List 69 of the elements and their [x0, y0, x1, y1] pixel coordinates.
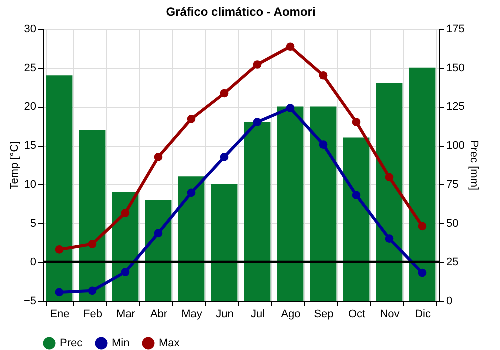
legend-label: Prec — [60, 338, 84, 350]
bar — [310, 106, 337, 301]
y2-tick-label: 75 — [446, 178, 459, 191]
bar — [376, 83, 403, 301]
point — [418, 222, 427, 231]
point — [55, 246, 64, 254]
point — [220, 89, 229, 98]
x-tick-label: Nov — [380, 308, 400, 320]
bar — [145, 200, 172, 301]
x-tick-label: Jun — [216, 308, 234, 320]
point — [121, 268, 130, 276]
legend-label: Min — [112, 338, 130, 350]
y2-tick-label: 175 — [446, 24, 465, 36]
y-tick-label: 30 — [24, 24, 36, 36]
bar — [409, 68, 436, 301]
x-tick-label: Jul — [250, 308, 266, 320]
point — [385, 173, 394, 182]
bar — [79, 130, 106, 301]
y2-axis-title: Prec [mm] — [468, 140, 480, 191]
y-axis-title: Temp [°C] — [8, 141, 21, 190]
point — [286, 42, 295, 52]
point — [352, 191, 361, 200]
point — [88, 240, 97, 248]
x-tick-label: Oct — [348, 308, 366, 320]
y2-tick-label: 100 — [446, 140, 465, 152]
point — [154, 153, 163, 162]
point — [220, 153, 229, 162]
y-tick-label: −5 — [24, 296, 36, 308]
y2-tick-label: 25 — [446, 256, 459, 269]
bar — [178, 176, 205, 301]
point — [385, 234, 394, 244]
y-tick-label: 15 — [24, 140, 36, 152]
y2-tick-label: 50 — [446, 218, 459, 230]
x-tick-label: Mar — [116, 308, 136, 320]
point — [352, 118, 361, 126]
y2-tick-label: 0 — [446, 296, 453, 308]
y-tick-label: 10 — [24, 178, 36, 191]
point — [187, 114, 196, 124]
point — [187, 188, 196, 198]
x-tick-label: Ago — [281, 308, 301, 320]
legend-label: Max — [159, 338, 180, 350]
point — [253, 118, 262, 126]
y-tick-label: 25 — [24, 62, 36, 74]
x-tick-label: Dic — [415, 308, 432, 320]
point — [154, 229, 163, 238]
y2-tick-label: 150 — [446, 62, 465, 74]
y-tick-label: 5 — [30, 218, 36, 230]
point — [286, 104, 295, 112]
y-tick-label: 20 — [24, 101, 36, 114]
bar — [343, 138, 370, 301]
x-tick-label: Feb — [84, 308, 102, 320]
point — [121, 209, 130, 218]
bar — [211, 184, 238, 301]
point — [55, 288, 64, 297]
y2-tick-label: 125 — [446, 101, 465, 114]
point — [88, 286, 97, 296]
x-tick-label: Abr — [150, 308, 168, 320]
bar — [277, 106, 304, 301]
y-tick-label: 0 — [30, 256, 36, 269]
point — [418, 268, 427, 278]
x-tick-label: Ene — [50, 308, 70, 320]
point — [319, 140, 328, 149]
bar — [46, 76, 73, 301]
point — [319, 71, 328, 80]
chart-title: Gráfico climático - Aomori — [166, 5, 316, 19]
x-tick-label: Sep — [314, 308, 334, 320]
point — [253, 60, 262, 69]
x-tick-label: May — [182, 308, 203, 320]
bar — [244, 122, 271, 301]
